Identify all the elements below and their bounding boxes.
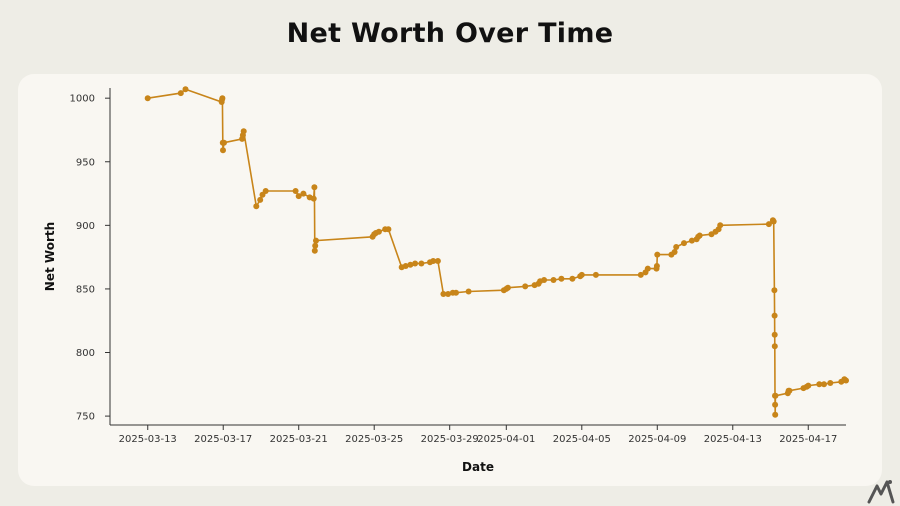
x-tick-label: 2025-04-17 [779, 434, 837, 445]
data-point [816, 381, 823, 388]
data-point [182, 86, 189, 93]
data-point [681, 240, 687, 247]
x-tick-label: 2025-04-09 [628, 434, 686, 445]
x-tick-label: 2025-04-13 [704, 434, 762, 445]
data-point [402, 263, 409, 269]
x-tick-label: 2025-03-13 [119, 434, 177, 445]
data-point [578, 271, 585, 278]
data-point [240, 128, 247, 135]
data-point [541, 277, 548, 283]
y-tick-label: 750 [76, 412, 95, 423]
data-point [771, 331, 778, 338]
data-point [221, 139, 227, 146]
data-point [821, 381, 827, 388]
line-chart: 750 800 850 900 950 1000 2025-03-13 2025-03-17 2… [43, 86, 849, 474]
x-axis-title: Date [462, 460, 494, 474]
x-tick-label: 2025-04-05 [553, 434, 611, 445]
data-point [843, 377, 849, 384]
data-point [558, 275, 565, 282]
data-point [504, 284, 511, 291]
x-tick-label: 2025-03-29 [421, 434, 479, 445]
data-point [440, 291, 447, 297]
x-tick-label: 2025-04-01 [477, 434, 535, 445]
data-point [311, 184, 318, 191]
itmedia-logo-icon [867, 480, 895, 504]
page-title: Net Worth Over Time [286, 18, 614, 49]
data-point [827, 380, 834, 386]
data-point [770, 218, 777, 225]
data-point [219, 95, 226, 102]
data-point [262, 188, 269, 194]
data-point [300, 190, 307, 197]
y-tick-label: 800 [76, 348, 95, 359]
data-point [765, 221, 772, 228]
data-point [257, 196, 264, 203]
data-point [375, 228, 382, 235]
data-point [786, 387, 793, 394]
y-tick-label: 850 [76, 284, 95, 295]
x-tick-label: 2025-03-25 [345, 434, 403, 445]
series-line [147, 88, 847, 415]
data-point [434, 258, 441, 264]
data-point [653, 263, 660, 269]
data-point [407, 261, 414, 268]
data-point [805, 382, 812, 389]
data-point [412, 260, 419, 267]
data-point [253, 203, 260, 210]
x-tick-label: 2025-03-21 [270, 434, 328, 445]
data-point [522, 283, 529, 290]
data-point [310, 195, 317, 202]
data-point [771, 287, 778, 294]
data-point [771, 343, 778, 350]
data-point [671, 249, 678, 255]
x-tick-label: 2025-03-17 [194, 434, 252, 445]
data-point [592, 271, 599, 278]
data-point [771, 312, 778, 319]
y-axis-title: Net Worth [43, 222, 57, 291]
data-point [220, 147, 226, 154]
data-point [177, 90, 184, 97]
data-point [311, 247, 318, 254]
chart-card: 750 800 850 900 950 1000 2025-03-13 2025-03-17 2… [18, 74, 882, 486]
data-point [445, 291, 452, 297]
data-point [696, 232, 703, 239]
data-point [430, 258, 437, 264]
series-group [144, 86, 849, 418]
data-point [465, 288, 472, 295]
data-point [688, 237, 695, 244]
data-point [312, 242, 319, 249]
y-tick-label: 950 [76, 157, 95, 168]
data-point [550, 277, 557, 283]
data-point [654, 251, 661, 258]
y-tick-label: 900 [76, 221, 95, 232]
data-point [772, 401, 779, 408]
data-point [637, 271, 644, 278]
data-point [569, 275, 576, 282]
data-point [385, 226, 392, 233]
data-point [295, 193, 302, 200]
data-point [453, 289, 459, 296]
data-point [673, 244, 680, 250]
data-point [772, 392, 779, 399]
data-point [772, 411, 779, 418]
data-point [292, 188, 299, 194]
data-point [644, 265, 651, 272]
axes: 750 800 850 900 950 1000 2025-03-13 2025-03-17 2… [70, 88, 846, 445]
data-point [313, 237, 319, 244]
data-point [418, 260, 425, 267]
data-point [717, 222, 724, 229]
data-point [144, 95, 151, 102]
y-tick-label: 1000 [70, 94, 95, 105]
